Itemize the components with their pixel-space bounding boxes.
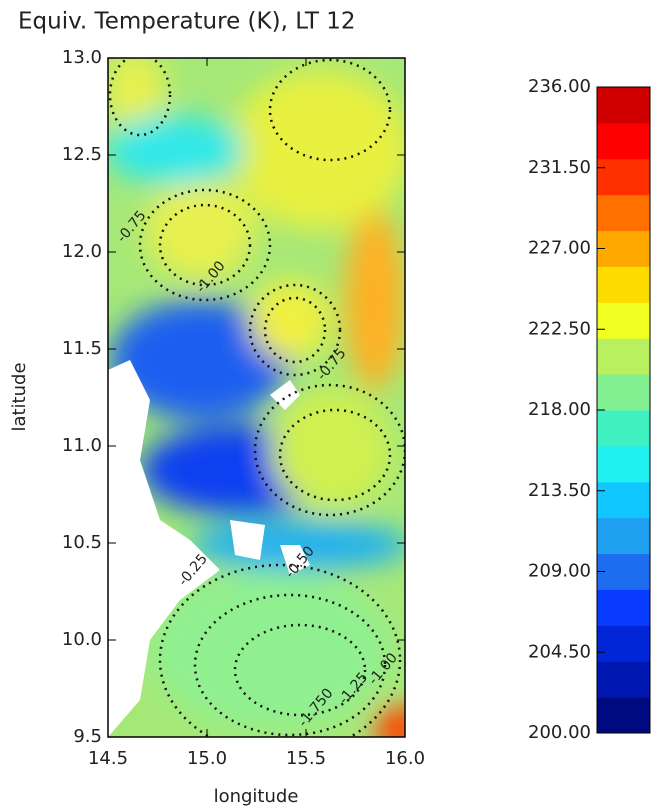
colorbar-band	[597, 625, 650, 662]
colorbar-tick-label: 231.50	[528, 157, 591, 178]
colorbar-tick-label: 213.50	[528, 480, 591, 501]
chart-title: Equiv. Temperature (K), LT 12	[18, 9, 355, 35]
y-tick-label: 10.0	[62, 629, 102, 650]
colorbar-band	[597, 338, 650, 375]
colorbar-tick-label: 222.50	[528, 318, 591, 339]
x-axis-label: longitude	[214, 786, 299, 807]
colorbar-band	[597, 697, 650, 734]
colorbar-band	[597, 87, 650, 124]
y-tick-label: 11.5	[62, 338, 102, 359]
colorbar-tick-label: 227.00	[528, 238, 591, 259]
colorbar-band	[597, 517, 650, 555]
colorbar-tick-label: 209.00	[528, 561, 591, 582]
colorbar-tick-label: 204.50	[528, 641, 591, 662]
x-tick-label: 15.0	[187, 748, 227, 769]
plot-frame	[107, 57, 406, 738]
colorbar-band	[597, 553, 650, 590]
y-tick-label: 13.0	[62, 47, 102, 68]
x-tick-label: 14.5	[88, 748, 128, 769]
colorbar-band	[597, 410, 650, 447]
colorbar-band	[597, 481, 650, 519]
colorbar-band	[597, 230, 650, 267]
colorbar-band	[597, 661, 650, 698]
y-tick-label: 12.5	[62, 144, 102, 165]
y-tick-label: 11.0	[62, 435, 102, 456]
x-tick-label: 16.0	[385, 748, 425, 769]
colorbar-band	[597, 302, 650, 339]
colorbar-tick-label: 200.00	[528, 722, 591, 743]
y-tick-label: 12.0	[62, 241, 102, 262]
colorbar-band	[597, 589, 650, 626]
field	[108, 58, 405, 737]
colorbar-tick-label: 218.00	[528, 399, 591, 420]
colorbar-band	[597, 445, 650, 483]
colorbar-band	[597, 158, 650, 196]
y-axis-label: latitude	[9, 362, 30, 431]
x-tick-label: 15.5	[286, 748, 326, 769]
colorbar-band	[597, 122, 650, 160]
colorbar-band	[597, 194, 650, 232]
colorbar-tick-label: 236.00	[528, 76, 591, 97]
colorbar-band	[597, 374, 650, 411]
colorbar-band	[597, 266, 650, 303]
y-tick-label: 9.5	[73, 726, 102, 747]
y-tick-label: 10.5	[62, 532, 102, 553]
